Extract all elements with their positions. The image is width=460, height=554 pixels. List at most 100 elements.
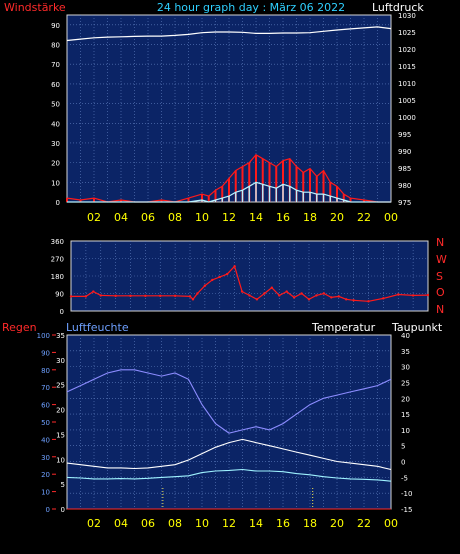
wind-direction-point [367,300,370,303]
y-tick-label: 30 [51,140,60,148]
y-tick-label: 100 [37,332,50,340]
y-tick-label: 975 [398,199,411,207]
y-tick-label: 35 [401,348,410,356]
y-tick-label: 80 [41,367,50,375]
y-tick-label: 25 [401,379,410,387]
y-tick-label: 50 [51,101,60,109]
y-tick-label: 40 [51,120,60,128]
direction-label: N [436,303,444,316]
gust-line [67,181,391,203]
y-tick-label: 90 [41,349,50,357]
y-tick-label: 1025 [398,29,416,37]
x-tick-label: 18 [303,211,317,224]
wind-direction-point [144,294,147,298]
y-tick-label: 360 [51,238,64,246]
y-tick-label: 1005 [398,97,416,105]
y-tick-label: 20 [51,160,60,168]
y-tick-label: 70 [41,384,50,392]
wind-direction-point [337,295,340,298]
chart-title: 24 hour graph day : März 06 2022 [157,1,345,14]
x-tick-label: 10 [195,211,209,224]
temperature-humidity-panel: Regen Luftfeuchte Temperatur Taupunkt 10… [2,321,443,530]
temperature-line [66,438,392,471]
wind-pressure-panel: Windstärke 24 hour graph day : März 06 2… [4,1,424,224]
y-tick-label: 10 [56,456,65,464]
y-tick-label: -15 [401,506,412,514]
wind-direction-point [307,298,311,301]
wind-direction-point [352,299,355,302]
wind-direction-point [159,294,162,298]
wind-direction-point [255,298,259,301]
humidity-line [66,369,392,434]
x-tick-label: 20 [330,211,344,224]
x-tick-label: 06 [141,211,155,224]
series-1 [66,26,392,203]
y-tick-label: 0 [60,308,64,316]
wind-direction-point [344,298,348,301]
wind-direction-point [188,295,192,298]
wind-direction-point [382,297,385,300]
wind-direction-point [248,294,251,297]
x-axis-ticks-1: 02 04 06 08 10 12 14 16 18 20 22 00 [87,211,398,224]
y-tick-label: 0 [56,199,60,207]
x-tick-label: 12 [222,211,236,224]
x-tick-label: 12 [222,517,236,530]
direction-label: O [436,286,445,299]
x-tick-label: 22 [357,211,371,224]
humidity-label: Luftfeuchte [66,321,129,334]
y-tick-label: 25 [56,382,65,390]
x-tick-label: 04 [114,517,128,530]
x-tick-label: 00 [384,517,398,530]
y-tick-label: 10 [51,179,60,187]
humidity-axis-ticks: 35 30 25 20 15 10 5 0 [56,332,65,514]
y-tick-label: 180 [51,273,64,281]
y-tick-label: 30 [41,454,50,462]
x-tick-label: 16 [276,211,290,224]
y-tick-label: 30 [56,357,65,365]
wind-direction-point [411,294,415,297]
y-tick-label: 985 [398,165,411,173]
y-tick-label: 60 [41,402,50,410]
y-tick-label: 1010 [398,80,416,88]
y-tick-label: 10 [41,489,50,497]
y-tick-label: 90 [51,22,60,30]
dewpoint-line [66,468,392,482]
rain-label: Regen [2,321,37,334]
wind-direction-line [71,265,429,302]
direction-label: S [436,270,443,283]
y-tick-label: 15 [401,411,410,419]
wind-direction-point [315,294,318,297]
direction-label: W [436,253,447,266]
y-tick-label: 0 [401,459,405,467]
y-tick-label: 50 [41,419,50,427]
series-2 [69,265,430,303]
x-tick-label: 14 [249,211,263,224]
y-tick-label: -5 [401,474,408,482]
wind-direction-point [263,292,266,295]
y-tick-label: 20 [401,395,410,403]
y-tick-label: 70 [51,61,60,69]
y-tick-label: 30 [401,364,410,372]
wind-direction-point [397,293,400,296]
wind-direction-point [211,278,214,282]
right-axis-ticks-1: 1030 1025 1020 1015 1010 1005 1000 995 990 985 980… [398,12,416,207]
x-axis-ticks-3: 02 04 06 08 10 12 14 16 18 20 22 00 [87,517,398,530]
wind-direction-point [225,272,229,276]
y-tick-label: 35 [56,332,65,340]
wind-direction-point [285,290,288,293]
x-tick-label: 16 [276,517,290,530]
wind-direction-point [84,295,88,298]
y-tick-label: 80 [51,42,60,50]
x-tick-label: 02 [87,211,101,224]
x-tick-label: 10 [195,517,209,530]
y-tick-label: 0 [46,506,50,514]
wind-direction-point [426,293,430,297]
y-tick-label: 995 [398,131,411,139]
y-tick-label: 270 [51,256,64,264]
y-tick-label: 20 [41,471,50,479]
x-tick-label: 08 [168,211,182,224]
y-tick-label: 20 [56,407,65,415]
